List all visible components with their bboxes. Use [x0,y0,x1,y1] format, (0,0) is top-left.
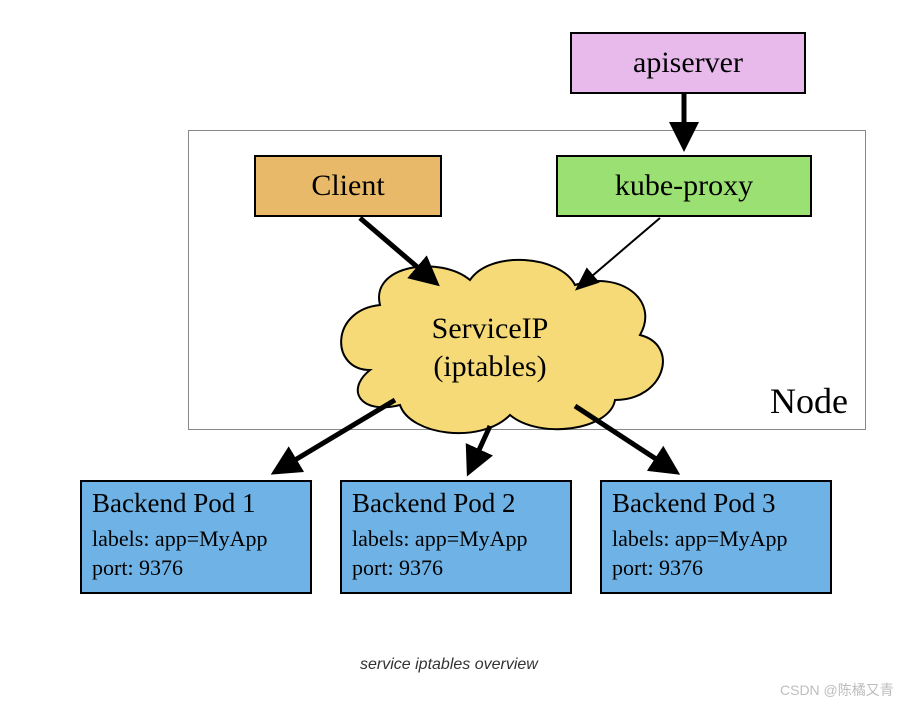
pod1-labels: labels: app=MyApp [92,525,268,554]
serviceip-line2: (iptables) [380,348,600,386]
pod3-port: port: 9376 [612,554,703,583]
pod3-title: Backend Pod 3 [612,488,775,519]
client-box: Client [254,155,442,217]
apiserver-label: apiserver [633,46,743,80]
watermark-text: CSDN @陈橘又青 [780,680,894,700]
pod3-box: Backend Pod 3 labels: app=MyApp port: 93… [600,480,832,594]
pod2-labels: labels: app=MyApp [352,525,528,554]
pod1-title: Backend Pod 1 [92,488,255,519]
pod2-port: port: 9376 [352,554,443,583]
pod2-box: Backend Pod 2 labels: app=MyApp port: 93… [340,480,572,594]
pod1-port: port: 9376 [92,554,183,583]
apiserver-box: apiserver [570,32,806,94]
serviceip-line1: ServiceIP [380,310,600,348]
kubeproxy-label: kube-proxy [615,169,753,203]
diagram-canvas: Node apiserver Client kube-proxy Servic [0,0,915,709]
serviceip-text: ServiceIP (iptables) [380,310,600,385]
client-label: Client [311,169,384,203]
caption-text: service iptables overview [360,656,538,674]
pod1-box: Backend Pod 1 labels: app=MyApp port: 93… [80,480,312,594]
node-label: Node [770,380,848,422]
edge-serviceip-pod2 [469,426,490,472]
pod3-labels: labels: app=MyApp [612,525,788,554]
pod2-title: Backend Pod 2 [352,488,515,519]
kubeproxy-box: kube-proxy [556,155,812,217]
